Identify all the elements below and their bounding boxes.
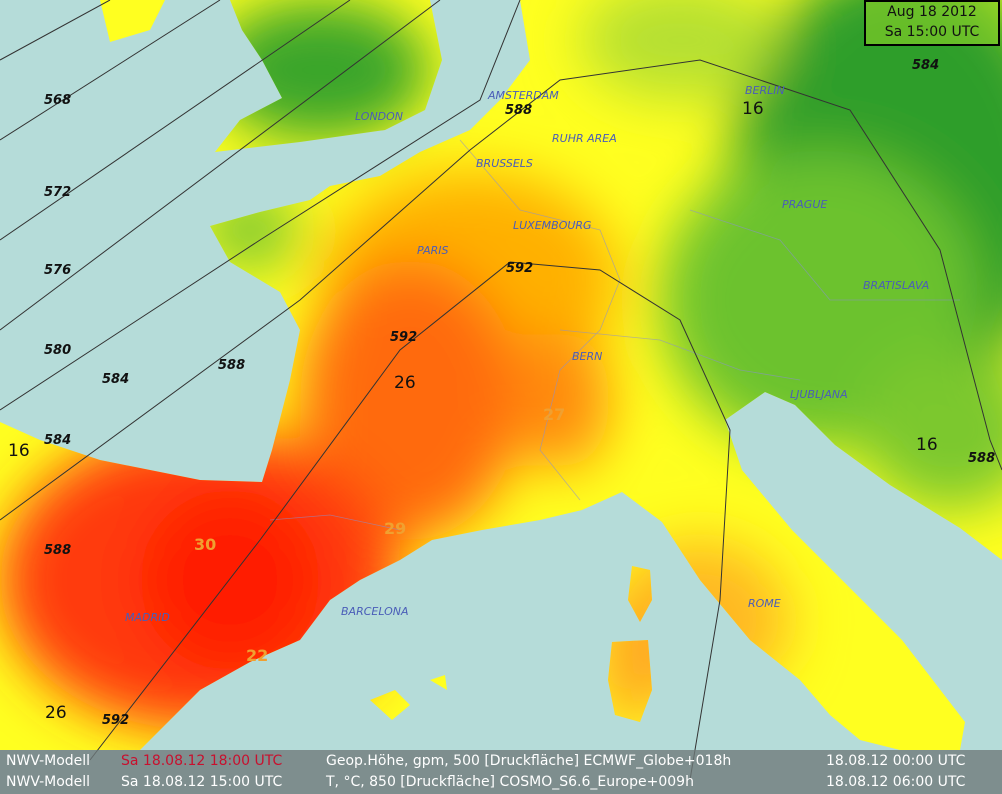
svg-text:22: 22 [246,646,268,665]
svg-text:LJUBLJANA: LJUBLJANA [790,388,848,401]
svg-text:592: 592 [390,330,417,345]
svg-text:LUXEMBOURG: LUXEMBOURG [513,219,592,232]
valid-time: Sa 18.08.12 18:00 UTC [121,753,283,769]
footer-row-temperature: NWV-Modell Sa 18.08.12 15:00 UTC T, °C, … [0,772,1002,793]
svg-text:LONDON: LONDON [355,110,403,123]
svg-text:MADRID: MADRID [125,611,170,624]
svg-text:ROME: ROME [748,597,781,610]
run-time: 18.08.12 06:00 UTC [826,774,966,790]
svg-text:RUHR AREA: RUHR AREA [552,132,617,145]
svg-text:568: 568 [44,93,71,108]
svg-text:BRATISLAVA: BRATISLAVA [863,279,929,292]
city-labels: LONDON AMSTERDAM BERLIN RUHR AREA BRUSSE… [125,84,929,624]
svg-text:BARCELONA: BARCELONA [341,605,409,618]
svg-text:30: 30 [194,535,216,554]
model-name: NWV-Modell [6,774,91,790]
valid-time: Sa 15:00 UTC [884,24,980,40]
svg-text:584: 584 [102,372,129,387]
field-description: Geop.Höhe, gpm, 500 [Druckfläche] ECMWF_… [326,753,732,769]
svg-text:BRUSSELS: BRUSSELS [476,157,533,170]
svg-text:584: 584 [44,433,71,448]
svg-text:584: 584 [912,58,939,73]
svg-text:588: 588 [44,543,71,558]
svg-text:29: 29 [384,519,406,538]
svg-text:PRAGUE: PRAGUE [782,198,827,211]
model-name: NWV-Modell [6,753,91,769]
valid-time-box: Aug 18 2012 Sa 15:00 UTC [864,0,1000,46]
svg-text:592: 592 [102,713,129,728]
svg-text:BERN: BERN [572,350,602,363]
svg-text:26: 26 [45,703,67,723]
valid-time: Sa 18.08.12 15:00 UTC [121,774,283,790]
svg-text:BERLIN: BERLIN [745,84,785,97]
svg-text:16: 16 [916,435,938,455]
svg-text:592: 592 [506,261,533,276]
footer-row-geopotential: NWV-Modell Sa 18.08.12 18:00 UTC Geop.Hö… [0,751,1002,772]
temperature-labels: 16 16 16 26 26 27 29 30 22 [8,99,938,723]
svg-text:PARIS: PARIS [417,244,448,257]
svg-text:27: 27 [543,405,565,424]
svg-text:AMSTERDAM: AMSTERDAM [487,89,559,102]
svg-text:572: 572 [44,185,71,200]
isohypse-labels: 568 572 576 580 584 588 584 588 592 592 … [44,58,995,728]
svg-text:588: 588 [968,451,995,466]
svg-text:16: 16 [8,441,30,461]
svg-text:588: 588 [505,103,532,118]
valid-date: Aug 18 2012 [887,4,977,20]
model-info-footer: NWV-Modell Sa 18.08.12 18:00 UTC Geop.Hö… [0,750,1002,794]
field-description: T, °C, 850 [Druckfläche] COSMO_S6.6_Euro… [326,774,694,790]
svg-text:588: 588 [218,358,245,373]
svg-text:576: 576 [44,263,71,278]
run-time: 18.08.12 00:00 UTC [826,753,966,769]
svg-text:580: 580 [44,343,71,358]
svg-text:16: 16 [742,99,764,119]
borders [269,139,960,531]
svg-text:26: 26 [394,373,416,393]
